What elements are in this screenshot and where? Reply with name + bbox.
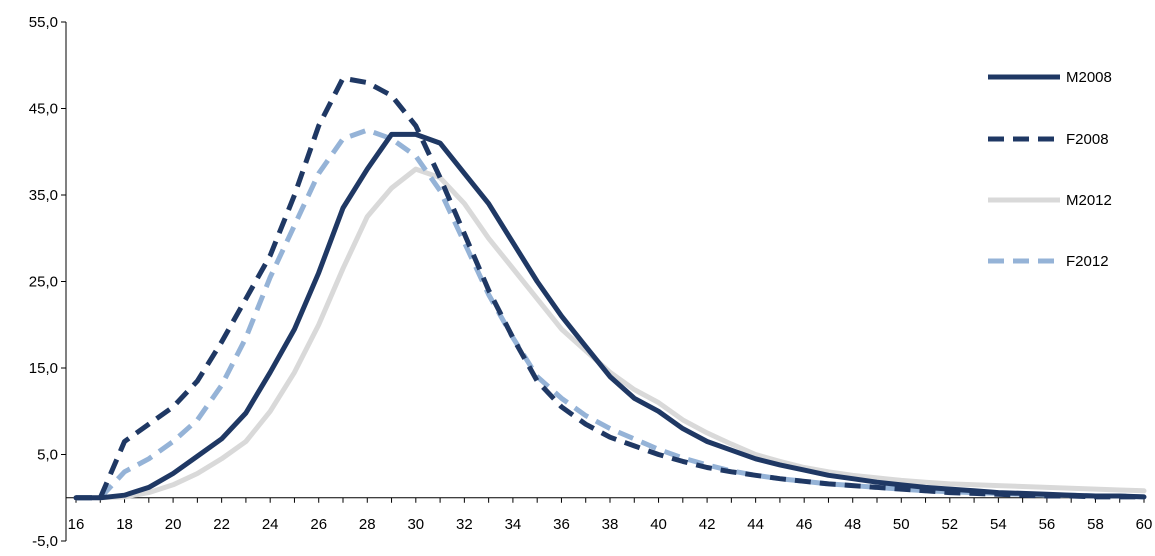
y-axis: 55,0 45,0 35,0 25,0 15,0 5,0 -5,0 — [29, 14, 67, 550]
series-line-f2008 — [76, 75, 1144, 501]
legend-label-m2012: M2012 — [1066, 192, 1112, 209]
x-tick-label: 54 — [990, 516, 1007, 533]
y-tick-label: 15,0 — [29, 360, 58, 377]
x-tick-label: 34 — [505, 516, 522, 533]
y-tick-label: 45,0 — [29, 101, 58, 118]
x-tick-label: 44 — [747, 516, 764, 533]
y-tick-label: 55,0 — [29, 14, 58, 31]
x-tick-label: 24 — [262, 516, 279, 533]
x-tick-label: 56 — [1039, 516, 1056, 533]
x-tick-label: 20 — [165, 516, 182, 533]
x-tick-label: 30 — [407, 516, 424, 533]
y-tick-label: 35,0 — [29, 187, 58, 204]
legend-label-m2008: M2008 — [1066, 69, 1112, 86]
x-tick-label: 16 — [68, 516, 85, 533]
legend-label-f2008: F2008 — [1066, 131, 1109, 148]
x-tick-label: 42 — [699, 516, 716, 533]
x-tick-label: 28 — [359, 516, 376, 533]
legend: M2008 F2008 M2012 F2012 — [988, 69, 1112, 270]
y-tick-label: -5,0 — [32, 533, 58, 550]
x-tick-label: 26 — [310, 516, 327, 533]
series-line-m2012 — [73, 166, 1147, 501]
x-tick-label: 22 — [213, 516, 230, 533]
series-line-m2008 — [73, 131, 1147, 501]
x-tick-label: 50 — [893, 516, 910, 533]
x-tick-label: 60 — [1136, 516, 1153, 533]
y-tick-label: 25,0 — [29, 274, 58, 291]
x-tick-label: 18 — [116, 516, 133, 533]
x-tick-label: 38 — [602, 516, 619, 533]
x-tick-label: 40 — [650, 516, 667, 533]
y-tick-label: 5,0 — [37, 447, 58, 464]
x-tick-label: 58 — [1087, 516, 1104, 533]
x-tick-label: 36 — [553, 516, 570, 533]
x-tick-label: 48 — [844, 516, 861, 533]
x-axis: 16 18 20 22 24 26 28 30 32 34 36 38 40 42 44 46 48 50 52 54… — [66, 497, 1153, 533]
x-tick-label: 32 — [456, 516, 473, 533]
x-tick-label: 46 — [796, 516, 813, 533]
series-layer — [73, 75, 1147, 501]
legend-label-f2012: F2012 — [1066, 253, 1109, 270]
x-tick-label: 52 — [941, 516, 958, 533]
